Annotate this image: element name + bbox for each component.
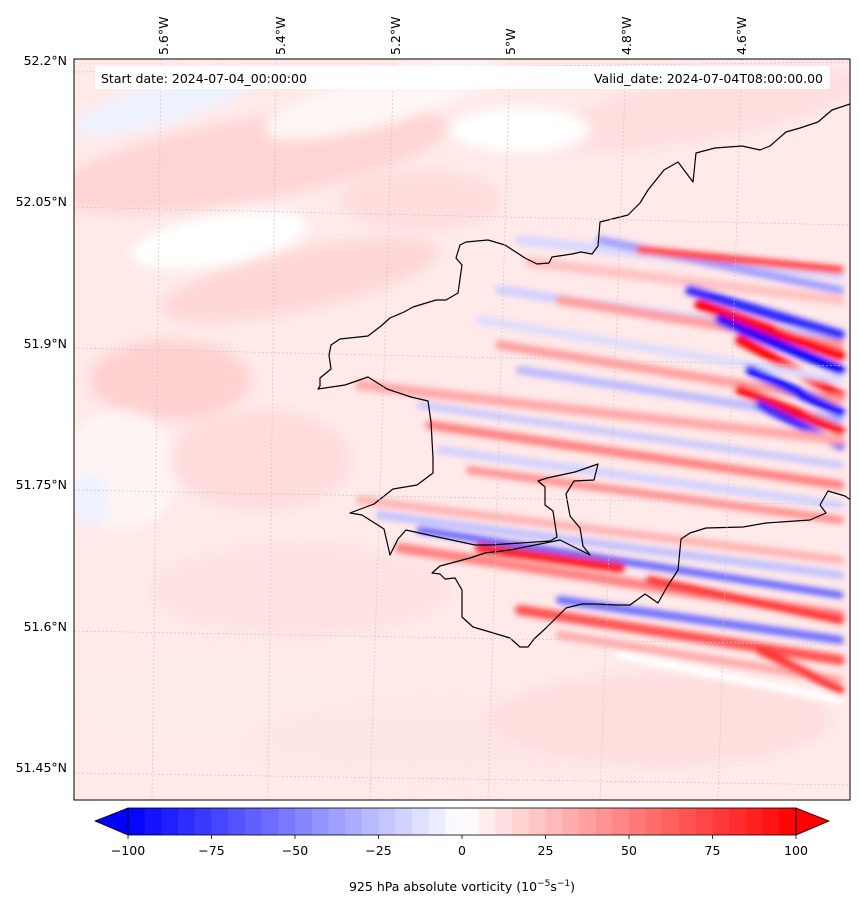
colorbar-tick-label: −75 xyxy=(198,843,224,858)
colorbar-tick-label: 100 xyxy=(784,843,808,858)
map-frame xyxy=(73,58,851,801)
vorticity-field-smooth xyxy=(74,60,850,780)
colorbar-cell xyxy=(645,808,663,835)
colorbar-cell xyxy=(462,808,480,835)
lat-tick-label: 52.05°N xyxy=(16,194,67,209)
colorbar-cell xyxy=(361,808,380,835)
colorbar-cell xyxy=(178,808,196,835)
colorbar-cell xyxy=(595,808,613,835)
colorbar-cell xyxy=(228,808,246,835)
colorbar-cell xyxy=(662,808,680,835)
colorbar-cell xyxy=(311,808,329,835)
colorbar-cell xyxy=(378,808,396,835)
colorbar-tick-label: 25 xyxy=(538,843,554,858)
colorbar-cell xyxy=(495,808,513,835)
colorbar-tick-label: 50 xyxy=(621,843,637,858)
colorbar-cells xyxy=(128,808,797,835)
colorbar-low-extend-arrow xyxy=(93,807,129,836)
map-panel: Start date: 2024-07-04_00:00:00 Valid_da… xyxy=(74,59,850,800)
colorbar-cell xyxy=(612,808,630,835)
colorbar-cell xyxy=(445,808,463,835)
colorbar-cell xyxy=(261,808,279,835)
coastline xyxy=(317,103,850,648)
colorbar-tick-label: −50 xyxy=(282,843,308,858)
lon-tick-label: 5.2°W xyxy=(388,17,403,56)
lon-tick-label: 4.6°W xyxy=(734,17,749,56)
colorbar-cell xyxy=(278,808,296,835)
colorbar-tick-label: −25 xyxy=(365,843,391,858)
colorbar-cell xyxy=(345,808,363,835)
lon-tick-label: 5°W xyxy=(503,28,518,55)
colorbar-tick-label: 0 xyxy=(458,843,466,858)
colorbar-tick-label: −100 xyxy=(111,843,145,858)
colorbar-cell xyxy=(545,808,563,835)
colorbar-cell xyxy=(712,808,730,835)
colorbar-cell xyxy=(762,808,780,835)
colorbar-cell xyxy=(578,808,597,835)
colorbar-tick-label: 75 xyxy=(705,843,721,858)
lon-tick-label: 5.4°W xyxy=(273,17,288,56)
colorbar-cell xyxy=(562,808,580,835)
colorbar-cell xyxy=(211,808,229,835)
lat-tick-label: 51.6°N xyxy=(24,619,67,634)
colorbar-cell xyxy=(779,808,797,835)
lon-tick-label: 5.6°W xyxy=(156,17,171,56)
colorbar-cell xyxy=(745,808,764,835)
lat-tick-label: 51.9°N xyxy=(24,336,67,351)
date-info-box xyxy=(95,66,830,89)
colorbar-cell xyxy=(411,808,430,835)
lon-tick-label: 4.8°W xyxy=(619,17,634,56)
colorbar-cell xyxy=(395,808,413,835)
valid-date-label: Valid_date: 2024-07-04T08:00:00.00 xyxy=(594,71,823,86)
colorbar-cell xyxy=(244,808,263,835)
latitude-labels: 52.2°N 52.05°N 51.9°N 51.75°N 51.6°N 51.… xyxy=(16,53,67,775)
colorbar: −100 −75 −50 −25 0 25 50 75 100 925 hPa absolute… xyxy=(93,807,831,894)
colorbar-cell xyxy=(729,808,747,835)
colorbar-ticks: −100 −75 −50 −25 0 25 50 75 100 xyxy=(111,835,808,858)
colorbar-cell xyxy=(295,808,313,835)
colorbar-cell xyxy=(528,808,547,835)
colorbar-cell xyxy=(679,808,697,835)
colorbar-cell xyxy=(144,808,162,835)
colorbar-cell xyxy=(428,808,446,835)
colorbar-cell xyxy=(161,808,179,835)
colorbar-cell xyxy=(695,808,714,835)
colorbar-high-extend-arrow xyxy=(795,807,831,836)
colorbar-title: 925 hPa absolute vorticity (10−5s−1) xyxy=(349,879,575,894)
colorbar-cell xyxy=(629,808,647,835)
colorbar-cell xyxy=(478,808,496,835)
colorbar-cell xyxy=(328,808,346,835)
colorbar-cell xyxy=(194,808,213,835)
vorticity-wave-bands xyxy=(355,235,846,704)
lat-tick-label: 51.75°N xyxy=(16,477,67,492)
colorbar-cell xyxy=(128,808,146,835)
start-date-label: Start date: 2024-07-04_00:00:00 xyxy=(101,71,307,86)
colorbar-cell xyxy=(512,808,530,835)
lat-tick-label: 52.2°N xyxy=(24,53,67,68)
lat-tick-label: 51.45°N xyxy=(16,760,67,775)
longitude-labels: 5.6°W 5.4°W 5.2°W 5°W 4.8°W 4.6°W xyxy=(156,17,749,56)
